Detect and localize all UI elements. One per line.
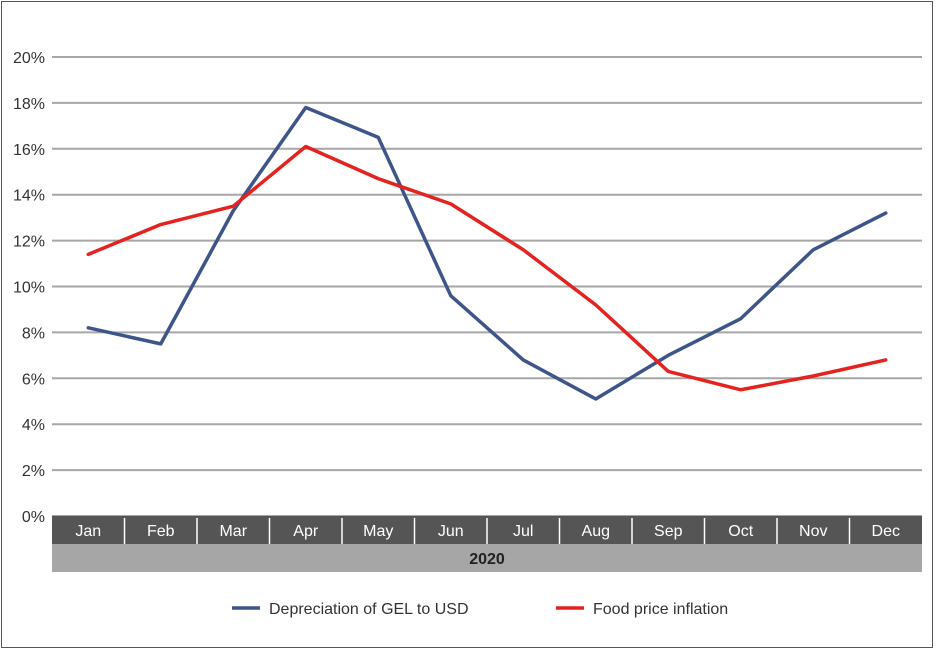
y-axis: 0% 2% 4% 6% 8% 10% 12% 14% 16% 18% 20% (13, 50, 45, 526)
x-tick-label: Oct (728, 523, 753, 540)
legend-label: Food price inflation (593, 601, 728, 618)
y-tick-label: 10% (13, 280, 45, 297)
x-tick-label: Feb (147, 523, 175, 540)
y-tick-label: 12% (13, 234, 45, 251)
y-tick-label: 20% (13, 50, 45, 67)
legend-label: Depreciation of GEL to USD (269, 601, 469, 618)
y-tick-label: 6% (22, 371, 45, 388)
y-tick-label: 18% (13, 96, 45, 113)
x-tick-label: May (363, 523, 393, 540)
y-tick-label: 4% (22, 417, 45, 434)
x-tick-label: Mar (219, 523, 247, 540)
series-line-1 (86, 105, 888, 401)
y-tick-label: 2% (22, 463, 45, 480)
series-lines (86, 105, 888, 401)
series-line-2 (86, 144, 888, 392)
x-tick-label: Jan (75, 523, 101, 540)
x-tick-label: Aug (582, 523, 610, 540)
x-tick-label: Apr (293, 523, 319, 540)
y-tick-label: 16% (13, 142, 45, 159)
x-tick-label: Jun (438, 523, 464, 540)
x-axis-category-band: Jan Feb Mar Apr May Jun Jul Aug Sep Oct Nov Dec (52, 516, 922, 544)
y-tick-label: 0% (22, 509, 45, 526)
x-tick-label: Jul (513, 523, 533, 540)
gridlines (52, 56, 922, 517)
x-tick-label: Nov (799, 523, 827, 540)
year-band (52, 544, 922, 572)
legend: Depreciation of GEL to USD Food price inf… (232, 601, 728, 618)
y-tick-label: 8% (22, 325, 45, 342)
x-tick-label: Sep (654, 523, 683, 540)
y-tick-label: 14% (13, 188, 45, 205)
year-label: 2020 (469, 551, 505, 568)
x-tick-label: Dec (872, 523, 900, 540)
